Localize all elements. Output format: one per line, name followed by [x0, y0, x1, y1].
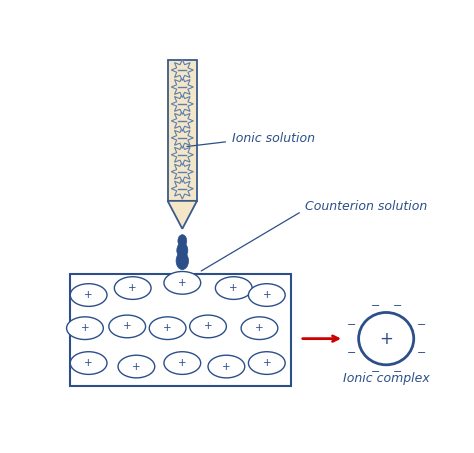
Polygon shape [171, 145, 193, 165]
Ellipse shape [70, 352, 107, 374]
Text: Ionic solution: Ionic solution [232, 131, 315, 145]
Ellipse shape [178, 235, 187, 247]
Text: +: + [84, 358, 93, 368]
Text: +: + [123, 322, 131, 332]
Text: +: + [132, 361, 141, 371]
Text: +: + [229, 283, 238, 293]
Ellipse shape [177, 243, 188, 258]
Text: −: − [346, 320, 356, 330]
Ellipse shape [164, 271, 201, 294]
Ellipse shape [208, 355, 245, 378]
Text: −: − [416, 347, 426, 357]
Text: −: − [346, 347, 356, 357]
Text: −: − [392, 367, 402, 377]
Ellipse shape [248, 284, 285, 306]
Text: Counterion solution: Counterion solution [305, 200, 428, 212]
Ellipse shape [66, 317, 103, 339]
Text: +: + [178, 358, 187, 368]
Polygon shape [168, 201, 197, 229]
Text: Ionic complex: Ionic complex [343, 371, 429, 385]
Text: +: + [84, 290, 93, 300]
Text: +: + [379, 330, 393, 347]
Polygon shape [171, 93, 193, 115]
Polygon shape [171, 60, 193, 81]
Ellipse shape [109, 315, 146, 338]
Ellipse shape [164, 352, 201, 374]
Text: +: + [204, 322, 212, 332]
Text: −: − [416, 320, 426, 330]
Text: −: − [392, 300, 402, 310]
Text: +: + [128, 283, 137, 293]
Ellipse shape [215, 277, 252, 299]
Ellipse shape [248, 352, 285, 374]
Text: +: + [81, 323, 89, 333]
Text: −: − [371, 300, 380, 310]
Text: +: + [178, 278, 187, 288]
Circle shape [359, 313, 414, 365]
Text: +: + [263, 290, 271, 300]
Polygon shape [171, 127, 193, 148]
Text: +: + [263, 358, 271, 368]
Bar [168, 60, 197, 201]
Ellipse shape [190, 315, 227, 338]
Bar [70, 274, 291, 386]
Text: +: + [255, 323, 264, 333]
Ellipse shape [241, 317, 278, 339]
Text: −: − [371, 367, 380, 377]
Polygon shape [171, 178, 193, 199]
Polygon shape [171, 77, 193, 97]
Ellipse shape [114, 277, 151, 299]
Polygon shape [171, 161, 193, 182]
Ellipse shape [149, 317, 186, 339]
Text: +: + [164, 323, 172, 333]
Ellipse shape [176, 252, 189, 270]
Polygon shape [171, 111, 193, 131]
Text: +: + [222, 361, 231, 371]
Ellipse shape [118, 355, 155, 378]
Ellipse shape [70, 284, 107, 306]
